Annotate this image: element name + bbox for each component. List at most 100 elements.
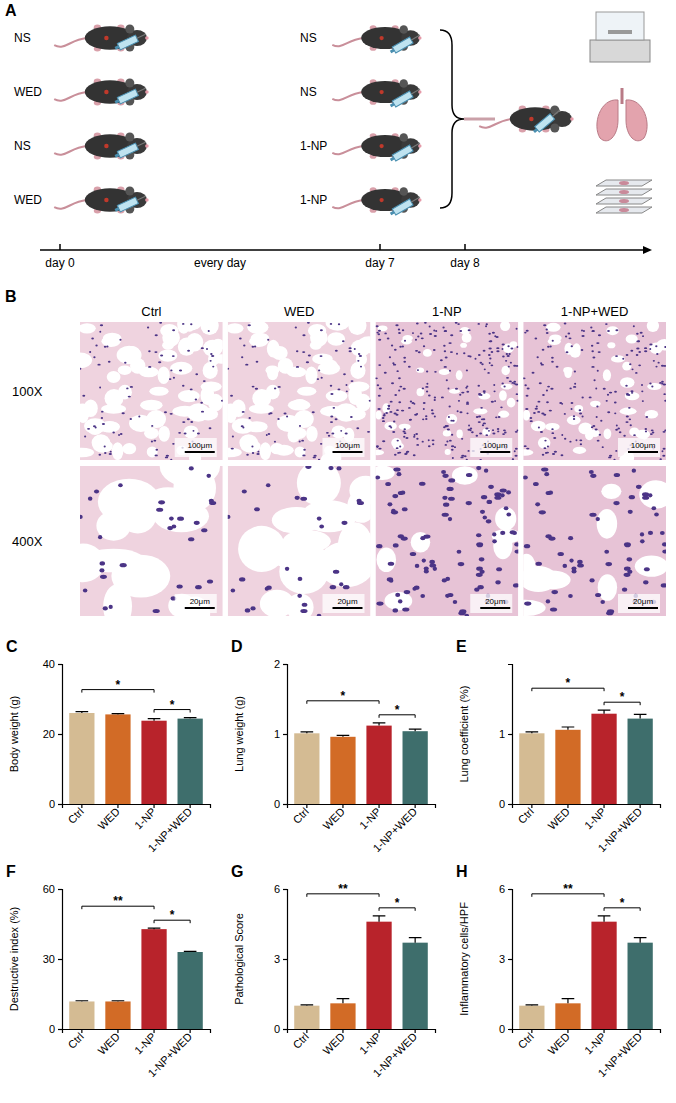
- error-bar: [409, 729, 422, 731]
- group-label: NS: [300, 31, 317, 45]
- group-label: 1-NP: [300, 193, 327, 207]
- x-tick-label: WED: [320, 805, 347, 832]
- bar: [519, 733, 544, 804]
- y-tick-label: 0: [499, 798, 505, 810]
- y-tick-label: 1: [499, 728, 505, 740]
- scale-bar-label: 20μm: [485, 597, 506, 606]
- x-tick-mark: [153, 1029, 154, 1033]
- error-bar: [634, 938, 647, 943]
- x-tick: Ctrl: [515, 804, 536, 826]
- slides-icon: [596, 180, 652, 213]
- x-tick: WED: [545, 1029, 572, 1057]
- x-tick: 1-NP+WED: [370, 804, 419, 854]
- column-header: 1-NP+WED: [561, 304, 629, 319]
- syringe-icon: [114, 31, 148, 52]
- x-tick: 1-NP: [357, 1029, 383, 1057]
- significance-label: *: [566, 676, 571, 690]
- group-label: WED: [14, 193, 42, 207]
- x-tick: WED: [95, 804, 122, 832]
- bar: [555, 1003, 580, 1029]
- x-tick: 1-NP: [132, 804, 158, 832]
- y-tick-mark: [58, 734, 62, 735]
- y-axis-line: [508, 665, 513, 805]
- bar: [330, 1003, 355, 1029]
- y-axis: 012: [274, 658, 288, 810]
- timeline-label: every day: [194, 256, 246, 270]
- y-axis-line: [508, 890, 513, 1030]
- syringe-icon: [389, 32, 422, 55]
- x-tick-label: 1-NP+WED: [145, 1030, 194, 1079]
- panel-letter: F: [6, 863, 16, 880]
- error-bar: [301, 732, 314, 733]
- scale-bar-patch: [175, 594, 217, 613]
- mouse-icon: [54, 79, 149, 106]
- y-tick-mark: [508, 804, 512, 805]
- y-axis-title: Body weight (g): [8, 696, 20, 772]
- x-tick-label: 1-NP: [357, 1030, 383, 1056]
- panel-letter: G: [231, 863, 243, 880]
- y-tick: 0: [274, 1023, 287, 1035]
- x-tick-mark: [567, 1029, 568, 1033]
- x-tick-label: 1-NP: [132, 1030, 158, 1056]
- x-tick-label: 1-NP: [357, 805, 383, 831]
- y-tick-mark: [283, 959, 287, 960]
- y-axis-line: [283, 890, 288, 1030]
- error-bar: [76, 712, 89, 713]
- mouse-icon: [54, 187, 149, 214]
- x-tick: 1-NP: [357, 804, 383, 832]
- y-tick: 3: [274, 953, 287, 965]
- y-tick: 2: [274, 658, 287, 670]
- timeline-label: day 7: [365, 256, 395, 270]
- y-tick: 6: [499, 883, 512, 895]
- x-tick-mark: [306, 804, 307, 808]
- group-label: NS: [14, 139, 31, 153]
- bar: [403, 943, 428, 1029]
- syringe-icon: [389, 140, 422, 163]
- mouse-icon: [54, 133, 149, 160]
- balance-icon: [590, 12, 650, 62]
- scale-bar: [185, 451, 215, 453]
- y-tick-mark: [58, 1029, 62, 1030]
- bar: [178, 952, 203, 1029]
- bar: [294, 1006, 319, 1029]
- bar: [366, 726, 391, 804]
- scale-bar-label: 100μm: [335, 441, 360, 450]
- histology-image: [523, 466, 666, 616]
- bar: [628, 943, 653, 1029]
- x-tick-mark: [567, 804, 568, 808]
- error-bar: [562, 999, 575, 1004]
- connector: [464, 118, 495, 121]
- syringe-icon: [389, 86, 422, 109]
- group-label: NS: [300, 85, 317, 99]
- y-tick-mark: [58, 664, 62, 665]
- bar-chart: 036Inflammatory cells/HPFCtrlWED1-NP1-NP…: [458, 882, 661, 1079]
- y-tick-label: 40: [43, 658, 55, 670]
- y-tick-mark: [58, 804, 62, 805]
- x-tick-mark: [415, 1029, 416, 1033]
- x-tick-mark: [117, 804, 118, 808]
- x-tick-label: 1-NP: [582, 1030, 608, 1056]
- group-label: WED: [14, 85, 42, 99]
- x-tick: Ctrl: [65, 1029, 86, 1051]
- x-tick: 1-NP+WED: [370, 1029, 419, 1079]
- y-tick: 0: [499, 1023, 512, 1035]
- scale-bar: [628, 607, 658, 609]
- x-tick-label: WED: [320, 1030, 347, 1057]
- panel-letter: B: [5, 288, 17, 305]
- timeline-tick: [379, 244, 381, 250]
- y-tick-mark: [283, 734, 287, 735]
- error-bar: [373, 723, 386, 726]
- y-tick-mark: [283, 664, 287, 665]
- bar: [69, 1001, 94, 1029]
- x-axis-line: [288, 805, 436, 809]
- column-header: Ctrl: [141, 304, 161, 319]
- error-bar: [373, 916, 386, 922]
- y-axis: 0 3 6: [274, 883, 288, 1035]
- lung-icon: [597, 88, 647, 141]
- x-tick: WED: [320, 804, 347, 832]
- y-tick-mark: [58, 889, 62, 890]
- x-tick-mark: [603, 1029, 604, 1033]
- y-tick: 6: [274, 883, 287, 895]
- histology-image: [80, 466, 223, 616]
- scale-bar: [628, 451, 658, 453]
